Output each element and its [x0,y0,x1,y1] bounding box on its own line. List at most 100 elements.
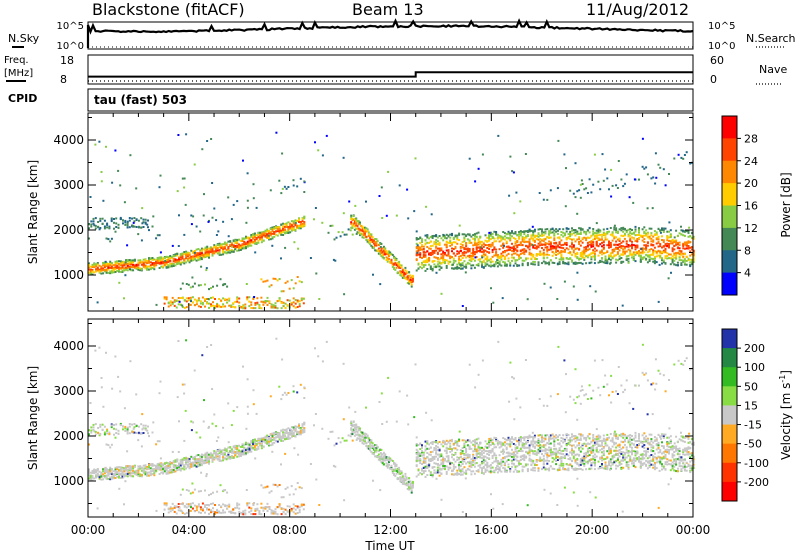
echo-cell [301,224,304,227]
echo-cell [592,230,595,233]
echo-cell [200,453,203,456]
nsky-line [86,18,694,48]
echo-cell [236,300,239,303]
echo-cell [662,245,665,248]
echo-cell [230,242,233,245]
echo-cell [98,264,101,267]
echo-cell [528,251,531,254]
echo-cell [443,260,446,263]
echo-cell [620,241,623,244]
echo-cell [657,163,660,166]
echo-cell [91,270,94,273]
echo-cell [474,180,477,183]
echo-cell [662,231,665,233]
echo-cell [595,242,598,244]
echo-cell [357,221,360,224]
echo-cell [581,241,584,244]
echo-cell [468,242,471,244]
echo-cell [200,464,203,467]
echo-cell [618,228,621,231]
echo-cell [179,261,182,264]
echo-cell [470,260,473,263]
echo-cell [461,305,464,307]
echo-cell [181,297,184,300]
echo-cell [243,449,246,452]
echo-cell [615,184,618,187]
echo-cell [391,263,394,266]
echo-cell [335,236,338,239]
echo-cell [252,298,255,300]
echo-cell [539,250,542,253]
echo-cell [271,442,274,445]
echo-cell [215,453,218,456]
echo-cell [197,464,200,467]
echo-cell [668,221,671,224]
echo-cell [488,248,491,250]
echo-cell [246,449,249,452]
echo-cell [664,248,667,251]
echo-cell [213,207,216,210]
echo-cell [606,258,609,261]
echo-cell [401,271,404,274]
echo-cell [186,459,189,462]
echo-cell [687,245,690,247]
echo-cell [652,249,655,252]
echo-cell [246,405,249,408]
echo-cell [276,227,279,230]
echo-cell [505,236,508,239]
echo-cell [109,264,112,267]
echo-cell [260,231,263,234]
echo-cell [454,260,457,262]
echo-cell [691,236,693,239]
echo-cell [204,460,207,463]
echo-cell [574,253,577,256]
echo-cell [294,425,297,428]
echo-cell [514,240,517,243]
echo-cell [435,265,438,268]
echo-cell [523,236,526,239]
echo-cell [532,246,535,249]
echo-cell [553,229,556,232]
echo-cell [360,229,363,232]
echo-cell [125,472,128,475]
echo-cell [91,472,94,474]
echo-cell [114,436,117,439]
echo-cell [158,465,161,468]
echo-cell [685,255,688,258]
echo-cell [301,423,304,426]
echo-cell [502,246,505,249]
echo-cell [276,234,279,237]
echo-cell [113,221,115,224]
echo-cell [230,448,233,451]
echo-cell [629,244,632,247]
echo-cell [292,305,295,308]
echo-cell [290,301,293,304]
echo-cell [137,472,140,475]
echo-cell [253,240,256,243]
echo-cell [248,305,251,308]
echo-cell [285,226,288,228]
echo-cell [399,274,402,277]
echo-cell [144,221,147,224]
echo-cell [292,227,295,230]
echo-cell [592,249,595,252]
echo-cell [419,256,422,259]
echo-cell [438,258,441,261]
echo-cell [465,256,468,259]
echo-cell [687,240,690,243]
echo-cell [438,241,441,244]
echo-cell [169,471,172,474]
echo-cell [190,463,193,466]
echo-cell [390,261,393,264]
echo-cell [110,472,113,475]
echo-cell [283,429,286,432]
echo-cell [539,238,542,240]
echo-cell [512,232,515,235]
echo-cell [139,475,142,477]
echo-cell [606,231,609,233]
echo-cell [153,258,156,261]
echo-cell [232,250,235,253]
echo-cell [92,426,95,429]
echo-cell [597,261,600,264]
echo-cell [179,303,182,306]
